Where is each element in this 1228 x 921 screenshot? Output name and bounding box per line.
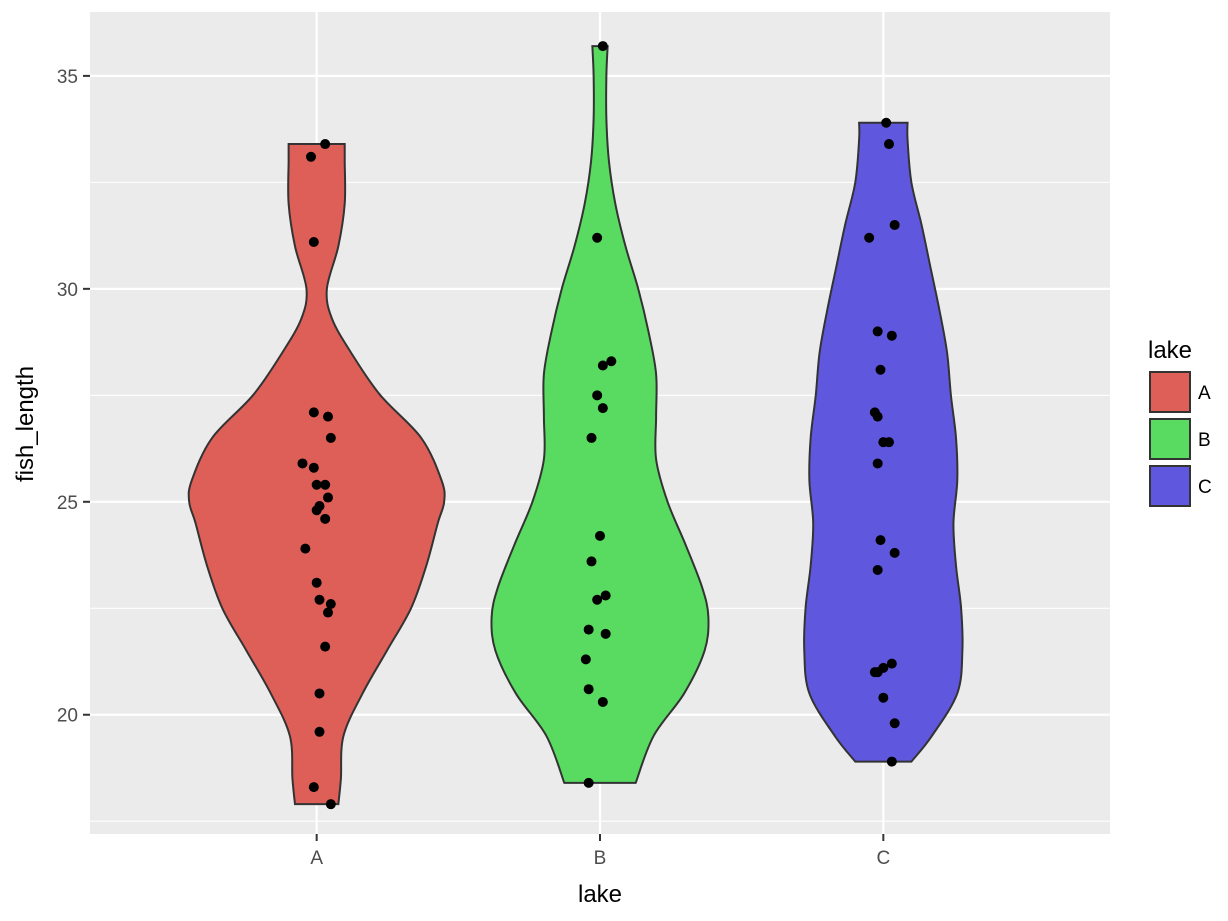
point-A: [323, 492, 333, 503]
point-B: [586, 556, 597, 567]
point-A: [311, 505, 322, 516]
x-tick-label-C: C: [876, 848, 890, 869]
legend: lake A B C: [1148, 337, 1212, 507]
y-tick-label: 20: [57, 706, 78, 727]
point-B: [592, 390, 603, 401]
point-C: [884, 139, 894, 150]
legend-key-C: [1149, 465, 1191, 507]
axes: 20 25 30 35 A B C: [57, 67, 890, 869]
point-B: [586, 432, 597, 443]
point-C: [889, 219, 900, 230]
point-B: [597, 403, 608, 414]
point-A: [306, 151, 316, 162]
point-C: [875, 364, 886, 375]
point-A: [314, 688, 325, 699]
point-A: [325, 799, 336, 810]
x-axis-title: lake: [578, 881, 622, 908]
point-B: [597, 360, 608, 371]
legend-label-A: A: [1198, 383, 1211, 404]
violin-B: [490, 45, 710, 784]
point-C: [878, 437, 889, 448]
legend-key-A: [1149, 371, 1191, 413]
point-B: [583, 684, 594, 695]
legend-label-C: C: [1198, 477, 1212, 498]
legend-label-B: B: [1198, 430, 1211, 451]
point-A: [314, 726, 325, 737]
point-C: [881, 117, 892, 128]
point-A: [323, 607, 333, 618]
legend-title: lake: [1148, 337, 1192, 364]
point-B: [592, 232, 603, 243]
point-A: [325, 599, 336, 610]
point-B: [592, 594, 603, 605]
point-A: [314, 594, 325, 605]
point-A: [308, 236, 319, 247]
point-A: [325, 432, 336, 443]
point-C: [889, 718, 900, 729]
point-B: [583, 777, 594, 788]
point-B: [600, 590, 611, 601]
point-C: [875, 535, 886, 546]
x-tick-label-A: A: [310, 848, 323, 869]
point-A: [308, 407, 319, 418]
point-A: [308, 782, 319, 793]
y-tick-label: 25: [57, 493, 78, 514]
y-tick-label: 35: [57, 67, 78, 88]
violin-A: [187, 143, 446, 806]
point-C: [872, 326, 883, 337]
point-A: [297, 458, 308, 469]
point-B: [606, 356, 617, 367]
point-C: [872, 411, 883, 422]
point-A: [323, 411, 333, 422]
point-C: [864, 232, 875, 243]
point-C: [872, 458, 883, 469]
point-A: [300, 543, 311, 554]
point-C: [878, 662, 889, 673]
point-B: [597, 41, 608, 52]
point-A: [320, 139, 331, 150]
point-A: [320, 513, 331, 524]
point-B: [580, 654, 591, 665]
point-A: [311, 577, 322, 588]
point-A: [320, 479, 331, 490]
y-axis-title: fish_length: [12, 366, 39, 482]
legend-entries: A B C: [1149, 371, 1212, 507]
point-C: [872, 564, 883, 575]
point-C: [886, 756, 897, 767]
point-C: [889, 547, 900, 558]
point-C: [878, 692, 889, 703]
y-tick-label: 30: [57, 280, 78, 301]
point-A: [311, 479, 322, 490]
x-tick-label-B: B: [594, 848, 607, 869]
point-C: [886, 658, 897, 669]
point-B: [595, 530, 605, 541]
point-A: [308, 462, 319, 473]
point-B: [597, 696, 608, 707]
legend-key-B: [1149, 418, 1191, 460]
point-C: [886, 330, 897, 341]
point-A: [320, 641, 331, 652]
data-points: [297, 41, 900, 810]
point-B: [600, 628, 611, 639]
point-B: [583, 624, 594, 635]
